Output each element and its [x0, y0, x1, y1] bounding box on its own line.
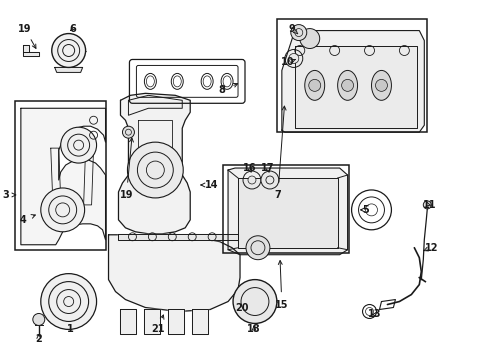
Polygon shape	[294, 45, 416, 128]
Text: 6: 6	[69, 24, 76, 33]
Text: 12: 12	[424, 243, 437, 253]
Polygon shape	[23, 53, 39, 57]
Text: 21: 21	[151, 324, 165, 334]
Polygon shape	[192, 310, 208, 334]
Circle shape	[341, 80, 353, 91]
Circle shape	[33, 314, 45, 325]
Polygon shape	[118, 93, 190, 234]
Circle shape	[290, 24, 306, 41]
Circle shape	[127, 142, 183, 198]
Text: 3: 3	[2, 190, 9, 200]
Circle shape	[41, 274, 96, 329]
Polygon shape	[168, 310, 184, 334]
Text: 5: 5	[362, 205, 368, 215]
Polygon shape	[118, 234, 238, 240]
Polygon shape	[21, 108, 105, 245]
Circle shape	[233, 280, 276, 323]
Bar	[15, 101, 105, 250]
Circle shape	[122, 126, 134, 138]
Polygon shape	[281, 31, 424, 132]
Text: 7: 7	[274, 190, 281, 200]
Bar	[223, 165, 348, 253]
Circle shape	[308, 80, 320, 91]
Text: 16: 16	[243, 163, 256, 173]
Circle shape	[41, 188, 84, 232]
Text: 14: 14	[205, 180, 219, 190]
Polygon shape	[227, 168, 347, 255]
Polygon shape	[238, 178, 337, 248]
Text: 11: 11	[422, 200, 435, 210]
Ellipse shape	[337, 71, 357, 100]
Text: 19: 19	[18, 24, 32, 33]
Polygon shape	[144, 310, 160, 334]
Text: 18: 18	[246, 324, 260, 334]
Text: 2: 2	[35, 334, 42, 345]
Text: 1: 1	[67, 324, 74, 334]
Polygon shape	[128, 95, 182, 115]
Text: 13: 13	[367, 310, 381, 319]
Text: 15: 15	[275, 300, 288, 310]
Circle shape	[52, 33, 85, 67]
Text: 10: 10	[281, 58, 294, 67]
Circle shape	[61, 127, 96, 163]
Circle shape	[423, 201, 430, 209]
Bar	[276, 19, 427, 132]
Circle shape	[299, 28, 319, 49]
Circle shape	[375, 80, 386, 91]
Text: 4: 4	[20, 215, 26, 225]
Text: 20: 20	[235, 302, 248, 312]
Polygon shape	[120, 310, 136, 334]
Circle shape	[288, 54, 298, 63]
Circle shape	[261, 171, 278, 189]
Circle shape	[245, 236, 269, 260]
Text: 8: 8	[218, 85, 225, 95]
Circle shape	[247, 176, 255, 184]
Text: 17: 17	[261, 163, 274, 173]
Ellipse shape	[304, 71, 324, 100]
Polygon shape	[108, 235, 240, 311]
Polygon shape	[55, 67, 82, 72]
Polygon shape	[23, 45, 29, 53]
Ellipse shape	[371, 71, 390, 100]
Text: 19: 19	[120, 190, 133, 200]
Text: 9: 9	[288, 24, 295, 33]
